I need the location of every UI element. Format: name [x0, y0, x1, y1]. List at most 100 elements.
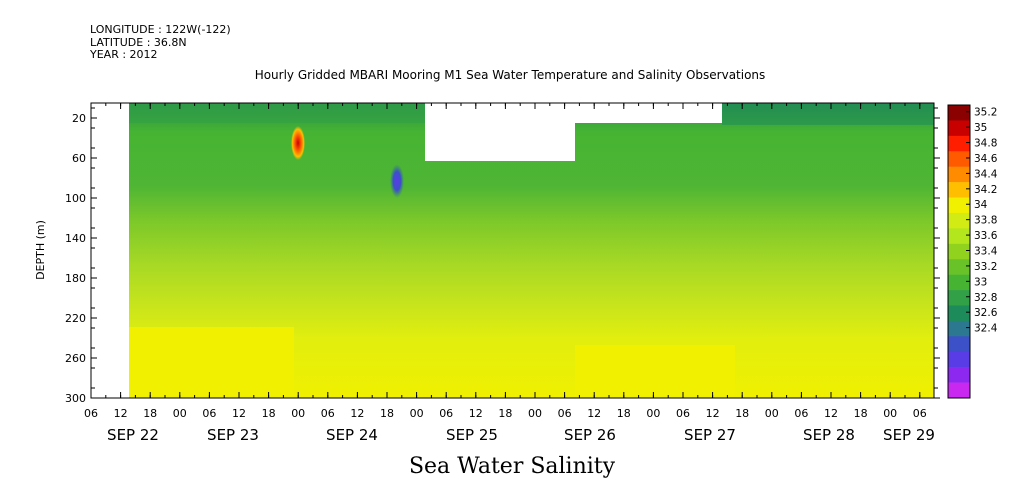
colorbar-label: 32.4	[974, 323, 998, 335]
colorbar-swatch	[948, 151, 970, 167]
colorbar-label: 34.6	[974, 153, 998, 165]
x-hour-label: 18	[854, 407, 868, 420]
data-gap-2	[575, 103, 722, 123]
x-hour-label: 00	[173, 407, 187, 420]
colorbar-label: 32.6	[974, 307, 998, 319]
y-tick-label: 140	[65, 232, 86, 245]
colorbar-label: 34.8	[974, 138, 997, 150]
x-hour-label: 18	[498, 407, 512, 420]
x-hour-label: 18	[143, 407, 157, 420]
plot-field	[129, 103, 934, 398]
x-hour-label: 18	[380, 407, 394, 420]
x-day-label: SEP 27	[684, 426, 736, 444]
colorbar-swatch	[948, 336, 970, 353]
colorbar-swatch	[948, 243, 970, 260]
metadata-block: LONGITUDE : 122W(-122) LATITUDE : 36.8N …	[90, 23, 231, 62]
colorbar-swatch	[948, 135, 970, 152]
y-axis-label: DEPTH (m)	[34, 220, 47, 280]
y-tick-label: 60	[72, 152, 86, 165]
colorbar-label: 34.4	[974, 168, 998, 180]
deep-band-1	[129, 327, 294, 398]
colorbar-swatch	[948, 382, 970, 399]
x-hour-label: 00	[291, 407, 305, 420]
y-tick-label: 300	[65, 392, 86, 405]
x-axis: 06 12 18 00 06 12 18 00 06 12 18 00 06 12 18 00 06 12 18 00…	[84, 103, 935, 444]
deep-band-2	[575, 345, 735, 398]
high-salinity-anomaly	[291, 126, 305, 160]
x-hour-label: 06	[676, 407, 690, 420]
colorbar-label: 34.2	[974, 184, 997, 196]
colorbar-label: 33.4	[974, 246, 998, 258]
colorbar-swatch	[948, 259, 970, 275]
y-tick-label: 100	[65, 192, 86, 205]
colorbar-label: 34	[974, 199, 988, 211]
chart-title: Hourly Gridded MBARI Mooring M1 Sea Wate…	[254, 68, 766, 82]
x-hour-label: 18	[735, 407, 749, 420]
y-axis: 20 60 100 140 180 220 260 300	[65, 107, 940, 405]
colorbar-swatch	[948, 274, 970, 291]
y-tick-label: 220	[65, 312, 86, 325]
year-label: YEAR : 2012	[90, 48, 158, 61]
colorbar-label: 33.8	[974, 215, 997, 227]
colorbar-swatch	[948, 351, 970, 368]
y-tick-label: 180	[65, 272, 86, 285]
colorbar-swatch	[948, 290, 970, 306]
low-salinity-anomaly	[390, 164, 404, 198]
colorbar-swatch	[948, 105, 970, 121]
colorbar-label: 35	[974, 122, 987, 134]
x-hour-label: 12	[706, 407, 720, 420]
x-day-label: SEP 29	[883, 426, 935, 444]
colorbar-label: 32.8	[974, 292, 997, 304]
x-hour-label: 00	[646, 407, 660, 420]
surface-band-right	[722, 103, 934, 125]
x-hour-label: 12	[350, 407, 364, 420]
colorbar-swatch	[948, 305, 970, 322]
colorbar-swatch	[948, 182, 970, 198]
x-hour-label: 06	[794, 407, 808, 420]
colorbar-label: 33.6	[974, 230, 998, 242]
x-hour-label: 06	[558, 407, 572, 420]
colorbar-swatch	[948, 212, 970, 229]
x-hour-label: 12	[587, 407, 601, 420]
data-gap-1	[425, 103, 575, 161]
colorbar-swatch	[948, 120, 970, 137]
colorbar-label: 33	[974, 276, 987, 288]
x-day-label: SEP 22	[107, 426, 159, 444]
colorbar-swatch	[948, 166, 970, 183]
x-hour-label: 18	[262, 407, 276, 420]
colorbar-swatch	[948, 320, 970, 337]
y-tick-label: 20	[72, 112, 86, 125]
y-tick-label: 260	[65, 352, 86, 365]
colorbar-frame	[947, 104, 971, 399]
latitude-label: LATITUDE : 36.8N	[90, 35, 187, 49]
x-hour-label: 06	[321, 407, 335, 420]
surface-band-left	[129, 103, 429, 123]
colorbar-label: 35.2	[974, 107, 997, 119]
colorbar: 35.2 35 34.8 34.6 34.4 34.2 34 33.8 33.6 33.4 33.2…	[947, 104, 998, 399]
colorbar-swatch	[948, 228, 970, 245]
x-hour-label: 12	[469, 407, 483, 420]
x-day-label: SEP 26	[564, 426, 616, 444]
variable-label: Sea Water Salinity	[408, 454, 616, 479]
x-hour-label: 06	[202, 407, 216, 420]
x-hour-label: 12	[824, 407, 838, 420]
colorbar-swatch	[948, 367, 970, 383]
x-hour-label: 06	[84, 407, 98, 420]
x-day-label: SEP 23	[207, 426, 259, 444]
x-day-label: SEP 28	[803, 426, 855, 444]
x-hour-label: 06	[913, 407, 927, 420]
x-hour-label: 00	[765, 407, 779, 420]
longitude-label: LONGITUDE : 122W(-122)	[90, 23, 231, 36]
x-hour-label: 00	[528, 407, 542, 420]
x-hour-label: 00	[883, 407, 897, 420]
x-hour-label: 12	[114, 407, 128, 420]
colorbar-label: 33.2	[974, 261, 997, 273]
plot-frame	[90, 102, 935, 399]
x-hour-label: 00	[410, 407, 424, 420]
x-hour-label: 06	[439, 407, 453, 420]
x-hour-label: 12	[232, 407, 246, 420]
x-hour-label: 18	[617, 407, 631, 420]
x-day-label: SEP 24	[326, 426, 378, 444]
x-day-label: SEP 25	[446, 426, 498, 444]
